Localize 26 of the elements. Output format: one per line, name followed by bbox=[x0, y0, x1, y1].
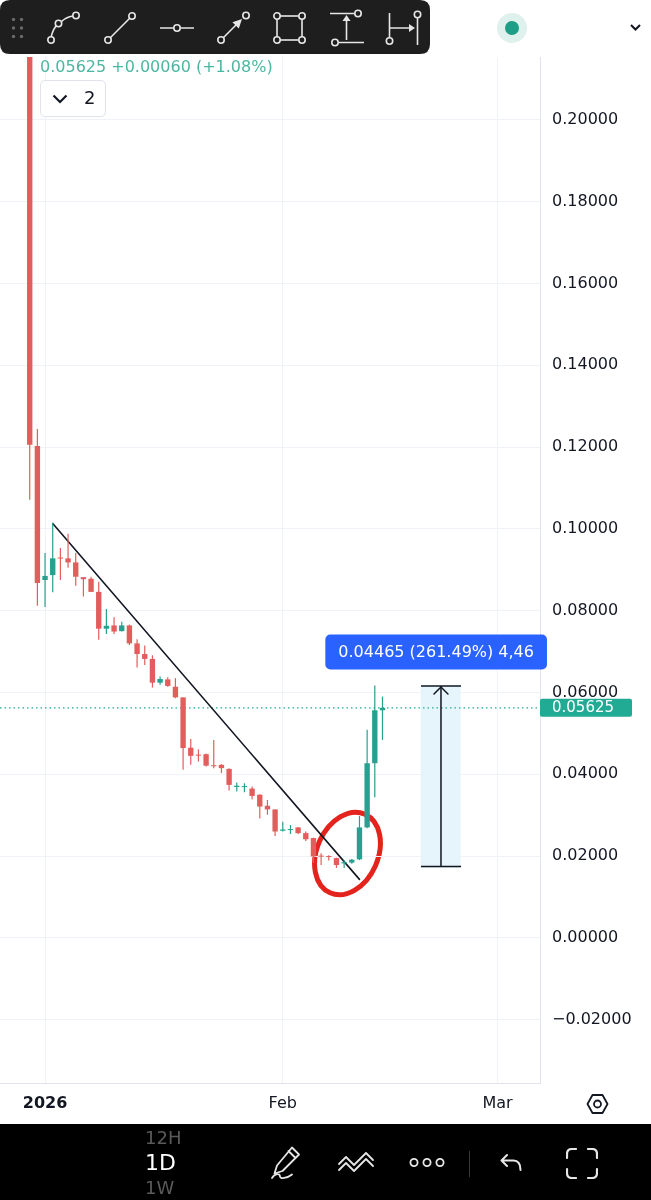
candlestick bbox=[42, 553, 48, 608]
annotation: 0.05625 +0.00060 (+1.08%) bbox=[40, 57, 273, 76]
text: 1D bbox=[145, 1150, 176, 1175]
y-tick-label: 0.02000 bbox=[552, 845, 619, 865]
y-tick-label: 0.18000 bbox=[552, 190, 619, 210]
y-tick-label: 0.16000 bbox=[552, 272, 619, 292]
y-tick-label: 0.08000 bbox=[552, 599, 619, 619]
annotation: 2 bbox=[84, 87, 96, 108]
candlestick bbox=[111, 617, 117, 634]
y-tick-label: 0.06000 bbox=[552, 681, 619, 701]
y-tick-label: 0.00000 bbox=[552, 926, 619, 946]
text: 1W bbox=[145, 1177, 175, 1198]
x-tick-label: Feb bbox=[268, 1092, 297, 1112]
y-tick-label: 0.04000 bbox=[552, 763, 619, 783]
candlestick bbox=[65, 533, 71, 568]
y-tick-label: 0.10000 bbox=[552, 518, 619, 538]
y-tick-label: 0.12000 bbox=[552, 436, 619, 456]
candlestick bbox=[134, 639, 140, 668]
y-tick-label: −0.02000 bbox=[552, 1008, 632, 1028]
text: 12H bbox=[145, 1127, 182, 1148]
annotation: 0.04465 (261.49%) 4,46 bbox=[338, 642, 534, 662]
y-tick-label: 0.14000 bbox=[552, 354, 619, 374]
y-tick-label: 0.20000 bbox=[552, 109, 619, 129]
ref-line-label: 0.05625 bbox=[552, 698, 615, 717]
x-tick-label: 2026 bbox=[22, 1092, 68, 1112]
x-tick-label: Mar bbox=[482, 1092, 514, 1112]
